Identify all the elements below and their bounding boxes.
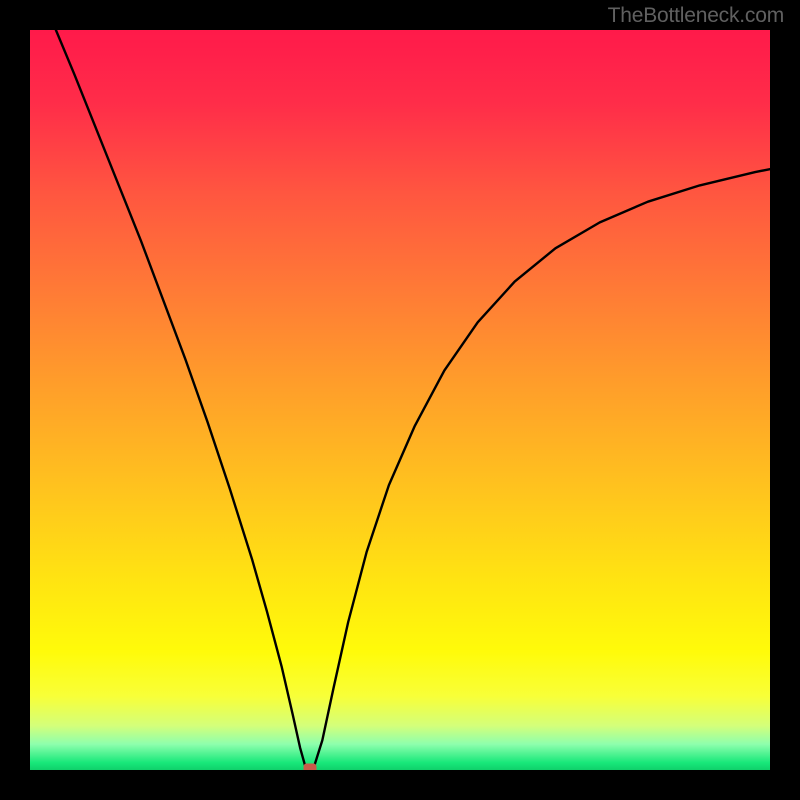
minimum-marker	[303, 763, 316, 770]
gradient-background	[30, 30, 770, 770]
watermark-text: TheBottleneck.com	[608, 4, 784, 28]
plot-frame	[30, 30, 770, 770]
